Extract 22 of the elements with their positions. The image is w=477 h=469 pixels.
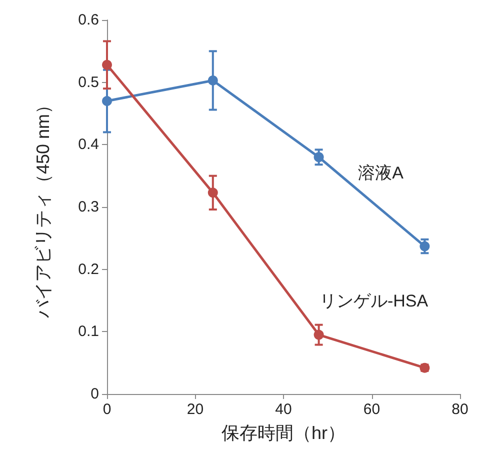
y-axis-title: バイアビリティ（450 nm） — [33, 96, 53, 320]
point — [314, 152, 324, 162]
y-tick-label: 0.1 — [78, 323, 99, 340]
series-label: リンゲル-HSA — [319, 291, 429, 310]
x-tick-label: 80 — [452, 401, 468, 418]
y-tick-label: 0.6 — [78, 12, 99, 28]
x-tick-label: 60 — [363, 401, 380, 418]
y-tick-label: 0.5 — [78, 74, 99, 91]
point — [102, 96, 112, 106]
y-tick-label: 0.2 — [78, 260, 99, 278]
series-label: 溶液A — [358, 164, 404, 183]
point — [420, 241, 430, 252]
y-tick-label: 0.3 — [78, 198, 99, 216]
x-tick-label: 0 — [102, 401, 112, 418]
point — [314, 330, 324, 340]
x-tick-label: 40 — [275, 401, 292, 418]
x-axis-title: 保存時間（hr） — [221, 423, 346, 443]
point — [208, 75, 218, 86]
point — [208, 188, 218, 198]
y-tick-label: 0 — [90, 386, 99, 402]
y-tick-label: 0.4 — [78, 136, 99, 154]
x-tick-label: 20 — [186, 401, 204, 418]
